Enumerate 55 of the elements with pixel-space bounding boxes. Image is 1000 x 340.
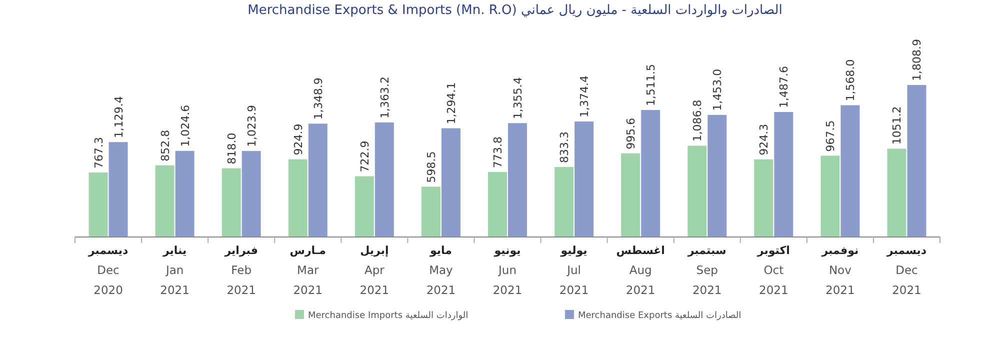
data-label: 773.8 xyxy=(492,136,504,168)
bar xyxy=(242,150,261,237)
data-label: 1,511.5 xyxy=(644,64,658,106)
bar xyxy=(175,150,194,237)
bar xyxy=(887,148,906,237)
data-label: 924.3 xyxy=(758,124,771,156)
bar xyxy=(840,105,860,237)
data-label: 1,348.9 xyxy=(312,78,325,120)
bar xyxy=(441,128,460,237)
bar xyxy=(374,122,394,237)
bar xyxy=(308,124,328,237)
legend-label: Merchandise Imports الواردات السلعية xyxy=(308,311,468,321)
data-label: 1,374.4 xyxy=(578,76,592,118)
data-label: 1051.2 xyxy=(890,106,904,145)
data-label: 1,363.2 xyxy=(378,76,392,118)
bar xyxy=(354,176,374,237)
bar xyxy=(820,156,840,237)
data-label: 598.5 xyxy=(424,151,438,183)
data-label: 818.0 xyxy=(225,132,238,164)
bar xyxy=(155,165,174,237)
data-label: 1,294.1 xyxy=(444,82,458,124)
data-label: 1,487.6 xyxy=(778,66,791,108)
bar xyxy=(421,186,440,237)
chart-title: Merchandise Exports & Imports (Mn. R.O) الصادرات والواردات السلعية - مليون ريال عماني xyxy=(248,3,782,18)
data-label: 1,086.8 xyxy=(691,100,704,142)
data-label: 1,453.0 xyxy=(711,68,724,111)
data-label: 722.9 xyxy=(358,140,372,172)
data-label: 833.3 xyxy=(558,131,572,163)
bar xyxy=(554,166,574,237)
data-label: 852.8 xyxy=(158,130,172,162)
data-label: 767.3 xyxy=(92,137,106,169)
bar xyxy=(774,112,794,237)
bar xyxy=(508,123,527,237)
data-label: 967.5 xyxy=(824,120,838,152)
bar xyxy=(907,85,926,237)
bar xyxy=(222,168,241,237)
data-label: 995.6 xyxy=(624,118,638,150)
bar xyxy=(708,114,727,237)
bar xyxy=(88,172,108,237)
data-label: 1,023.9 xyxy=(245,104,258,147)
bar xyxy=(108,142,128,237)
data-label: 924.9 xyxy=(292,124,305,156)
data-label: 1,568.0 xyxy=(844,59,858,102)
bar xyxy=(574,122,594,237)
data-label: 1,024.6 xyxy=(178,104,192,147)
legend-label: Merchandise Exports الصادرات السلعية xyxy=(578,311,742,321)
data-label: 1,808.9 xyxy=(910,39,924,81)
data-label: 1,355.4 xyxy=(512,77,524,120)
bar xyxy=(488,172,507,237)
bar xyxy=(288,159,308,237)
data-label: 1,129.4 xyxy=(112,96,126,138)
bar xyxy=(621,153,640,237)
bar xyxy=(688,146,707,237)
bar xyxy=(754,159,774,237)
bar xyxy=(641,110,660,237)
